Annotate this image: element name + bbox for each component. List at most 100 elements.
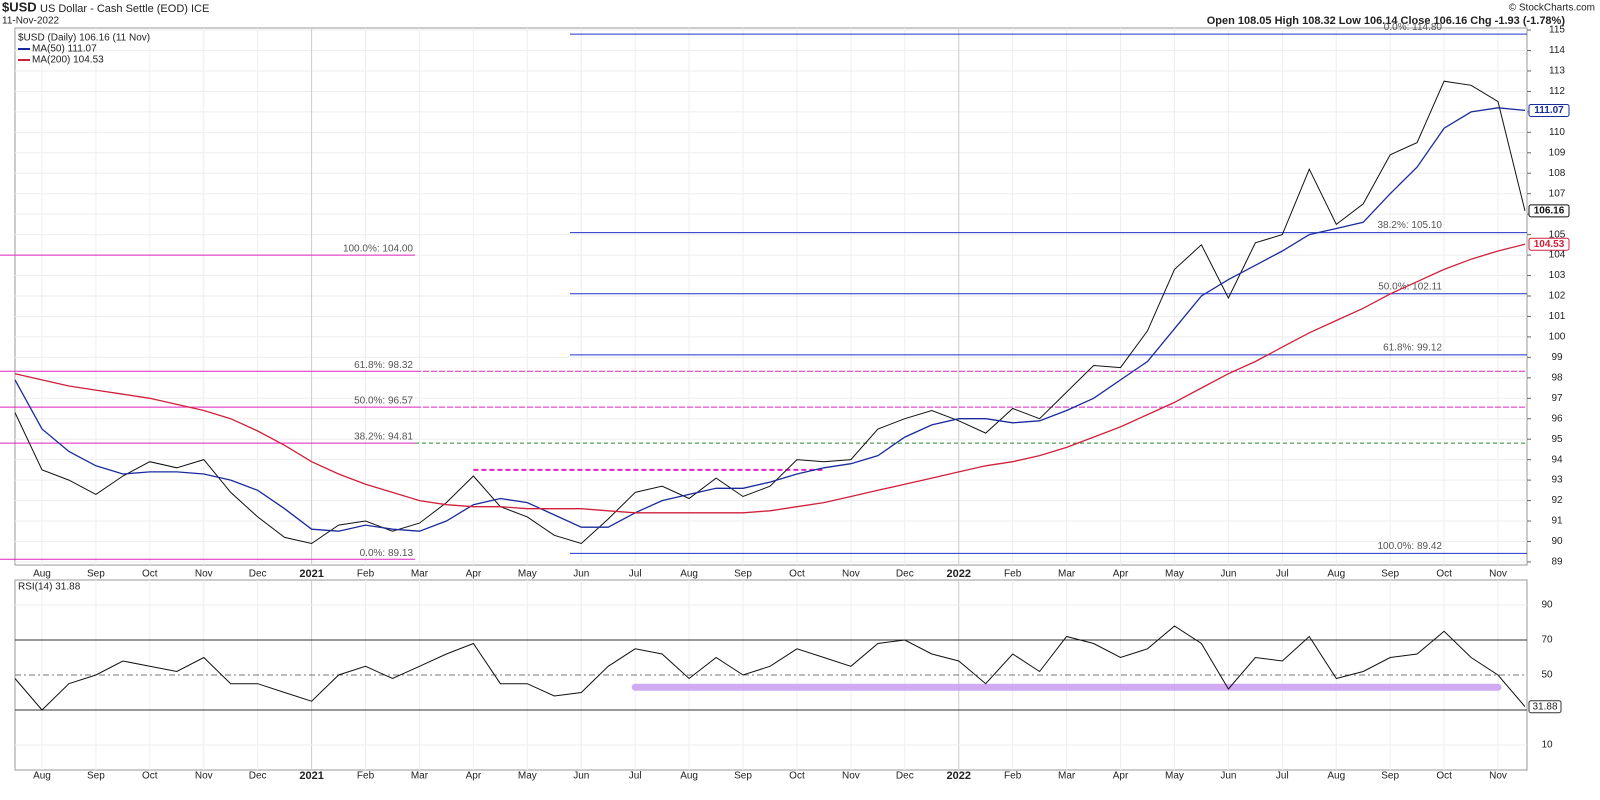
x-tick-label: 2022	[947, 770, 971, 782]
x-tick-label: Jul	[1276, 771, 1289, 782]
date: 11-Nov-2022	[2, 16, 60, 27]
last-value-box	[1528, 204, 1570, 218]
x-tick-label: Nov	[842, 771, 860, 782]
x-tick-label: Jul	[629, 771, 642, 782]
y-tick-label: 108	[1549, 168, 1566, 179]
x-tick-label: Nov	[195, 569, 213, 580]
x-tick-label: Aug	[33, 771, 51, 782]
fib-label: 38.2%: 105.10	[1378, 220, 1443, 231]
fib-label: 50.0%: 102.11	[1378, 281, 1442, 292]
x-tick-label: Sep	[87, 569, 105, 580]
x-tick-label: 2021	[299, 770, 323, 782]
rsi-tick-label: 10	[1541, 740, 1553, 751]
x-tick-label: Aug	[680, 771, 698, 782]
y-tick-label: 89	[1551, 557, 1563, 568]
y-tick-label: 110	[1549, 127, 1565, 138]
fib-label: 0.0%: 89.13	[360, 548, 414, 559]
series-line	[14, 243, 1526, 514]
last-value-label: 104.53	[1534, 239, 1565, 250]
x-tick-label: May	[518, 569, 537, 580]
x-tick-label: Sep	[734, 771, 752, 782]
last-value-box	[1528, 103, 1570, 117]
x-tick-label: Mar	[411, 569, 429, 580]
x-tick-label: Apr	[1113, 569, 1129, 580]
y-tick-label: 113	[1549, 66, 1565, 77]
y-tick-label: 101	[1549, 311, 1566, 322]
x-tick-label: Nov	[195, 771, 213, 782]
fib-label: 100.0%: 104.00	[343, 244, 413, 255]
y-tick-label: 91	[1551, 516, 1563, 527]
x-tick-label: Jul	[1276, 569, 1289, 580]
x-tick-label: 2021	[299, 568, 323, 580]
source: © StockCharts.com	[1509, 3, 1595, 14]
fib-label: 61.8%: 99.12	[1383, 343, 1442, 354]
x-tick-label: Nov	[1489, 569, 1507, 580]
fib-label: 61.8%: 98.32	[354, 360, 413, 371]
x-tick-label: Oct	[142, 771, 158, 782]
x-tick-label: Aug	[1327, 569, 1345, 580]
x-tick-label: Aug	[1327, 771, 1345, 782]
series-line	[14, 107, 1526, 532]
y-tick-label: 115	[1549, 25, 1565, 36]
x-tick-label: Dec	[896, 771, 914, 782]
x-tick-label: Oct	[1436, 569, 1452, 580]
x-tick-label: Feb	[357, 569, 375, 580]
x-tick-label: Feb	[1004, 771, 1022, 782]
price-frame	[14, 27, 1528, 566]
x-tick-label: Sep	[87, 771, 105, 782]
x-tick-label: Sep	[1381, 771, 1399, 782]
x-tick-label: May	[1165, 771, 1184, 782]
rsi-last-label: 31.88	[1532, 701, 1557, 712]
rsi-tick-label: 50	[1541, 670, 1553, 681]
x-tick-label: Jun	[573, 771, 589, 782]
x-tick-label: Dec	[249, 771, 267, 782]
rsi-last-box	[1528, 700, 1562, 714]
legend-label: MA(50) 111.07	[32, 44, 97, 55]
x-tick-label: Apr	[466, 771, 482, 782]
rsi-tick-label: 90	[1541, 600, 1553, 611]
fib-label: 50.0%: 96.57	[354, 396, 413, 407]
last-value-label: 111.07	[1534, 105, 1564, 116]
y-tick-label: 103	[1549, 270, 1566, 281]
subtitle: US Dollar - Cash Settle (EOD) ICE	[40, 3, 209, 15]
y-tick-label: 94	[1551, 454, 1563, 465]
fib-label: 38.2%: 94.81	[354, 432, 413, 443]
x-tick-label: Jul	[629, 569, 642, 580]
x-tick-label: 2022	[947, 568, 971, 580]
x-tick-label: Oct	[789, 771, 805, 782]
legend-label: MA(200) 104.53	[32, 55, 104, 66]
legend-label: $USD (Daily) 106.16 (11 Nov)	[18, 33, 150, 44]
y-tick-label: 114	[1549, 45, 1565, 56]
x-tick-label: Nov	[1489, 771, 1507, 782]
rsi-legend: RSI(14) 31.88	[18, 582, 81, 593]
y-tick-label: 107	[1549, 188, 1566, 199]
y-tick-label: 90	[1551, 536, 1563, 547]
x-tick-label: Jun	[1220, 771, 1236, 782]
last-value-box	[1528, 237, 1570, 251]
x-tick-label: Dec	[249, 569, 267, 580]
x-tick-label: Aug	[680, 569, 698, 580]
y-tick-label: 93	[1551, 475, 1563, 486]
x-tick-label: Mar	[1058, 569, 1076, 580]
x-tick-label: Feb	[1004, 569, 1022, 580]
y-tick-label: 92	[1551, 495, 1563, 506]
y-tick-label: 97	[1551, 393, 1563, 404]
rsi-line	[14, 625, 1526, 711]
x-tick-label: Dec	[896, 569, 914, 580]
y-tick-label: 95	[1551, 434, 1563, 445]
x-tick-label: Jun	[1220, 569, 1236, 580]
y-tick-label: 102	[1549, 291, 1566, 302]
x-tick-label: Mar	[411, 771, 429, 782]
x-tick-label: Aug	[33, 569, 51, 580]
symbol: $USD	[2, 0, 37, 14]
x-tick-label: Jun	[573, 569, 589, 580]
y-tick-label: 109	[1549, 147, 1566, 158]
x-tick-label: May	[518, 771, 537, 782]
fib-label: 100.0%: 89.42	[1378, 541, 1443, 552]
y-tick-label: 100	[1549, 332, 1566, 343]
x-tick-label: Sep	[1381, 569, 1399, 580]
x-tick-label: May	[1165, 569, 1184, 580]
x-tick-label: Sep	[734, 569, 752, 580]
x-tick-label: Feb	[357, 771, 375, 782]
